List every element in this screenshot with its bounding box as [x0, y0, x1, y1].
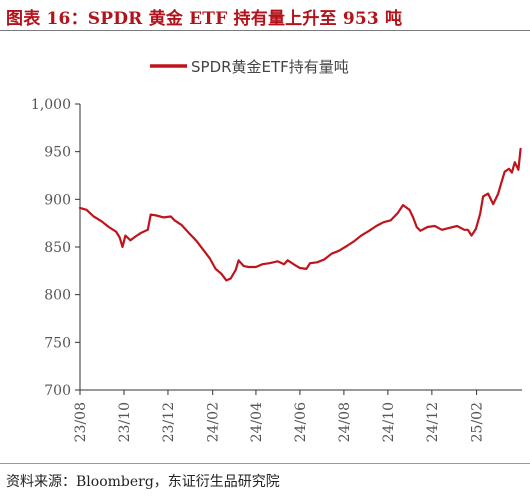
y-tick-label: 750	[44, 335, 71, 351]
x-tick-label: 23/10	[117, 402, 133, 442]
source-note: 资料来源：Bloomberg，东证衍生品研究院	[6, 474, 280, 490]
y-tick-label: 1,000	[31, 97, 71, 113]
series-line-0	[78, 147, 522, 282]
figure-title: 图表 16：SPDR 黄金 ETF 持有量上升至 953 吨	[6, 9, 403, 29]
plot-area	[78, 147, 522, 282]
y-axis: 1,000 950 900 850 800 750 700	[31, 97, 81, 399]
x-tick-label: 24/10	[381, 402, 397, 442]
y-tick-label: 850	[44, 240, 71, 256]
y-tick-label: 700	[44, 383, 71, 399]
y-tick-label: 950	[44, 145, 71, 161]
y-tick-label: 800	[44, 288, 71, 304]
x-tick-label: 24/04	[249, 402, 265, 442]
x-tick-label: 23/08	[73, 402, 89, 442]
source-divider	[0, 463, 530, 464]
x-tick-label: 23/12	[161, 402, 177, 442]
x-tick-label: 25/02	[470, 402, 486, 442]
x-axis: 23/08 23/10 23/12 24/02 24/04 24/06 24/08 24/10…	[73, 389, 522, 442]
line-chart: SPDR黄金ETF持有量吨 1,000 950 900 850 800 750 700 23…	[31, 58, 522, 442]
title-divider	[0, 30, 530, 31]
legend-label: SPDR黄金ETF持有量吨	[191, 58, 349, 76]
x-tick-label: 24/12	[425, 402, 441, 442]
x-tick-label: 24/08	[337, 402, 353, 442]
x-tick-label: 24/06	[293, 402, 309, 442]
chart-legend: SPDR黄金ETF持有量吨	[150, 58, 349, 76]
x-tick-label: 24/02	[206, 402, 222, 442]
y-tick-label: 900	[44, 192, 71, 208]
